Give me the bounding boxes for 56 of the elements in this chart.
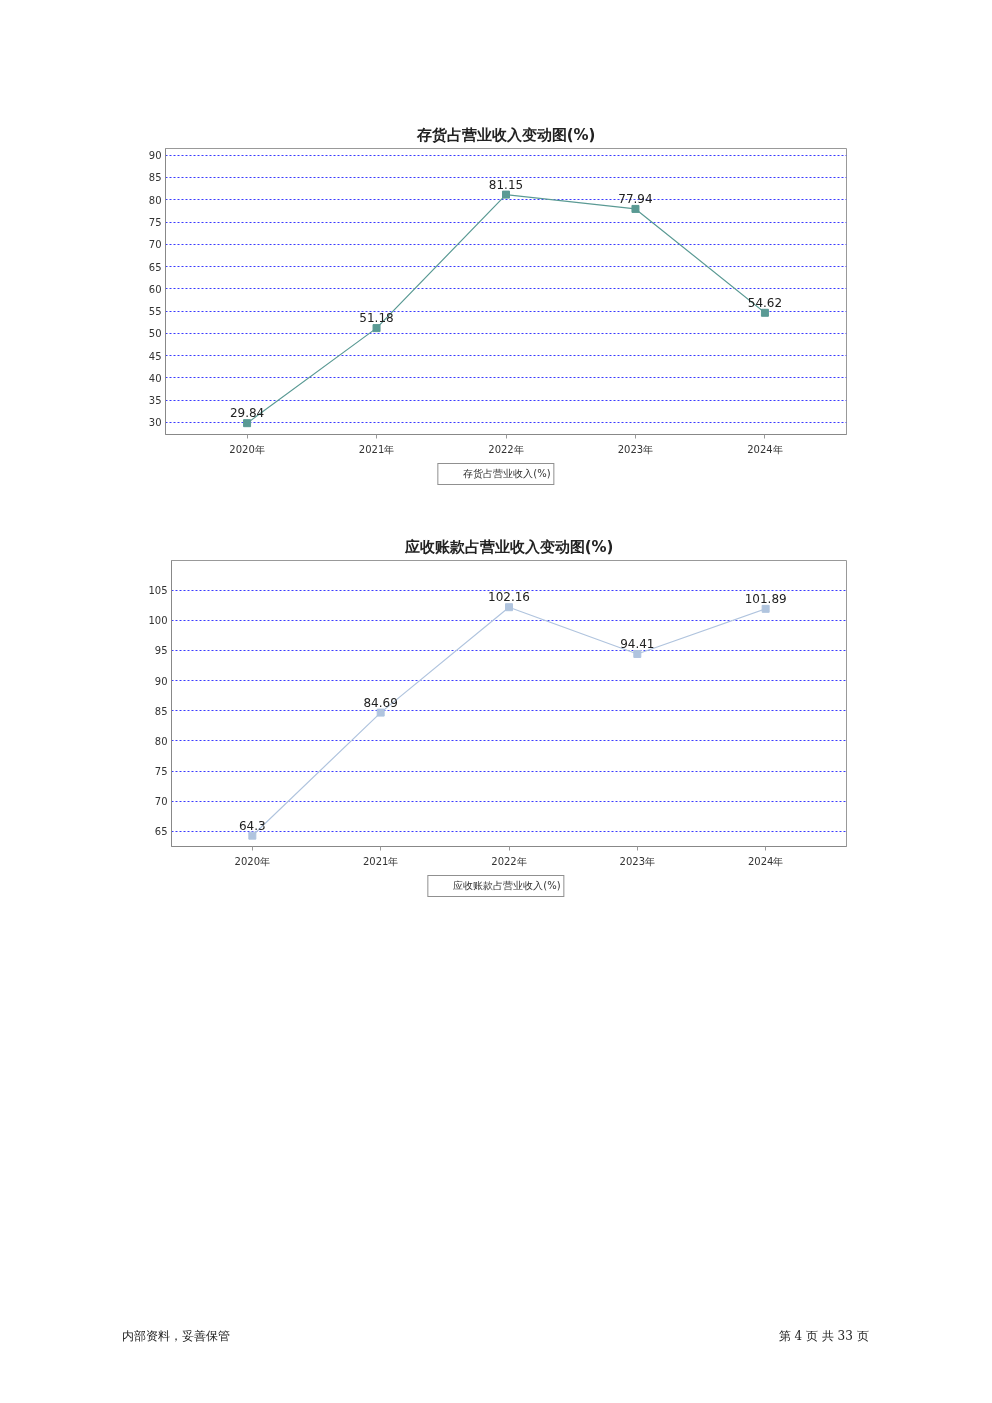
data-label: 81.15 xyxy=(488,177,524,192)
y-tick-label: 75 xyxy=(154,766,168,778)
y-tick-label: 40 xyxy=(148,372,162,384)
x-tick-label: 2023年 xyxy=(619,855,656,867)
y-tick-label: 60 xyxy=(148,283,162,295)
x-tick-label: 2020年 xyxy=(229,443,265,455)
x-tick-label: 2020年 xyxy=(234,855,271,867)
x-tick-label: 2023年 xyxy=(617,443,654,455)
text: 内部资料，妥善保管 xyxy=(121,1328,230,1343)
data-label: 29.84 xyxy=(229,406,265,421)
y-tick-label: 85 xyxy=(148,172,162,184)
y-tick-label: 80 xyxy=(148,194,162,206)
x-tick-label: 2024年 xyxy=(747,443,783,455)
point xyxy=(761,604,770,613)
y-tick-label: 105 xyxy=(148,585,168,597)
text: 应收账款占营业收入(%) xyxy=(453,879,561,893)
y-tick-label: 45 xyxy=(148,350,162,362)
y-tick-label: 30 xyxy=(148,417,162,429)
y-tick-label: 70 xyxy=(148,239,162,251)
chart-title: 应收账款占营业收入变动图(%) xyxy=(403,537,614,556)
data-label: 102.16 xyxy=(488,590,531,605)
y-tick-label: 90 xyxy=(154,675,168,687)
y-tick-label: 55 xyxy=(148,306,162,318)
y-tick-label: 65 xyxy=(154,826,168,838)
y-tick-label: 90 xyxy=(148,150,162,162)
text: 第 4 页 共 33 页 xyxy=(778,1328,869,1343)
point xyxy=(633,649,642,658)
x-tick-label: 2022年 xyxy=(491,855,527,867)
y-tick-label: 75 xyxy=(148,217,162,228)
y-tick-label: 85 xyxy=(154,705,168,717)
point xyxy=(376,708,385,717)
point xyxy=(502,190,510,199)
point xyxy=(372,324,381,333)
x-tick-label: 2024年 xyxy=(747,855,784,867)
x-tick-label: 2021年 xyxy=(362,855,399,867)
y-tick-label: 95 xyxy=(154,645,168,657)
text: 存货占营业收入(%) xyxy=(463,467,551,481)
point xyxy=(760,308,769,317)
data-label: 77.94 xyxy=(618,191,653,206)
data-label: 84.69 xyxy=(363,695,398,710)
y-tick-label: 50 xyxy=(148,328,162,340)
chart-title: 存货占营业收入变动图(%) xyxy=(415,125,596,144)
data-label: 64.3 xyxy=(238,818,266,833)
y-tick-label: 35 xyxy=(148,395,162,407)
data-label: 94.41 xyxy=(620,636,655,651)
y-tick-label: 65 xyxy=(148,261,162,273)
x-tick-label: 2022年 xyxy=(488,443,524,455)
point xyxy=(631,204,640,213)
y-tick-label: 70 xyxy=(154,796,168,808)
point xyxy=(243,419,252,428)
y-tick-label: 100 xyxy=(148,615,168,627)
point xyxy=(505,603,513,612)
x-tick-label: 2021年 xyxy=(358,443,395,455)
y-tick-label: 80 xyxy=(154,735,168,747)
point xyxy=(248,831,257,840)
data-label: 101.89 xyxy=(744,591,787,606)
